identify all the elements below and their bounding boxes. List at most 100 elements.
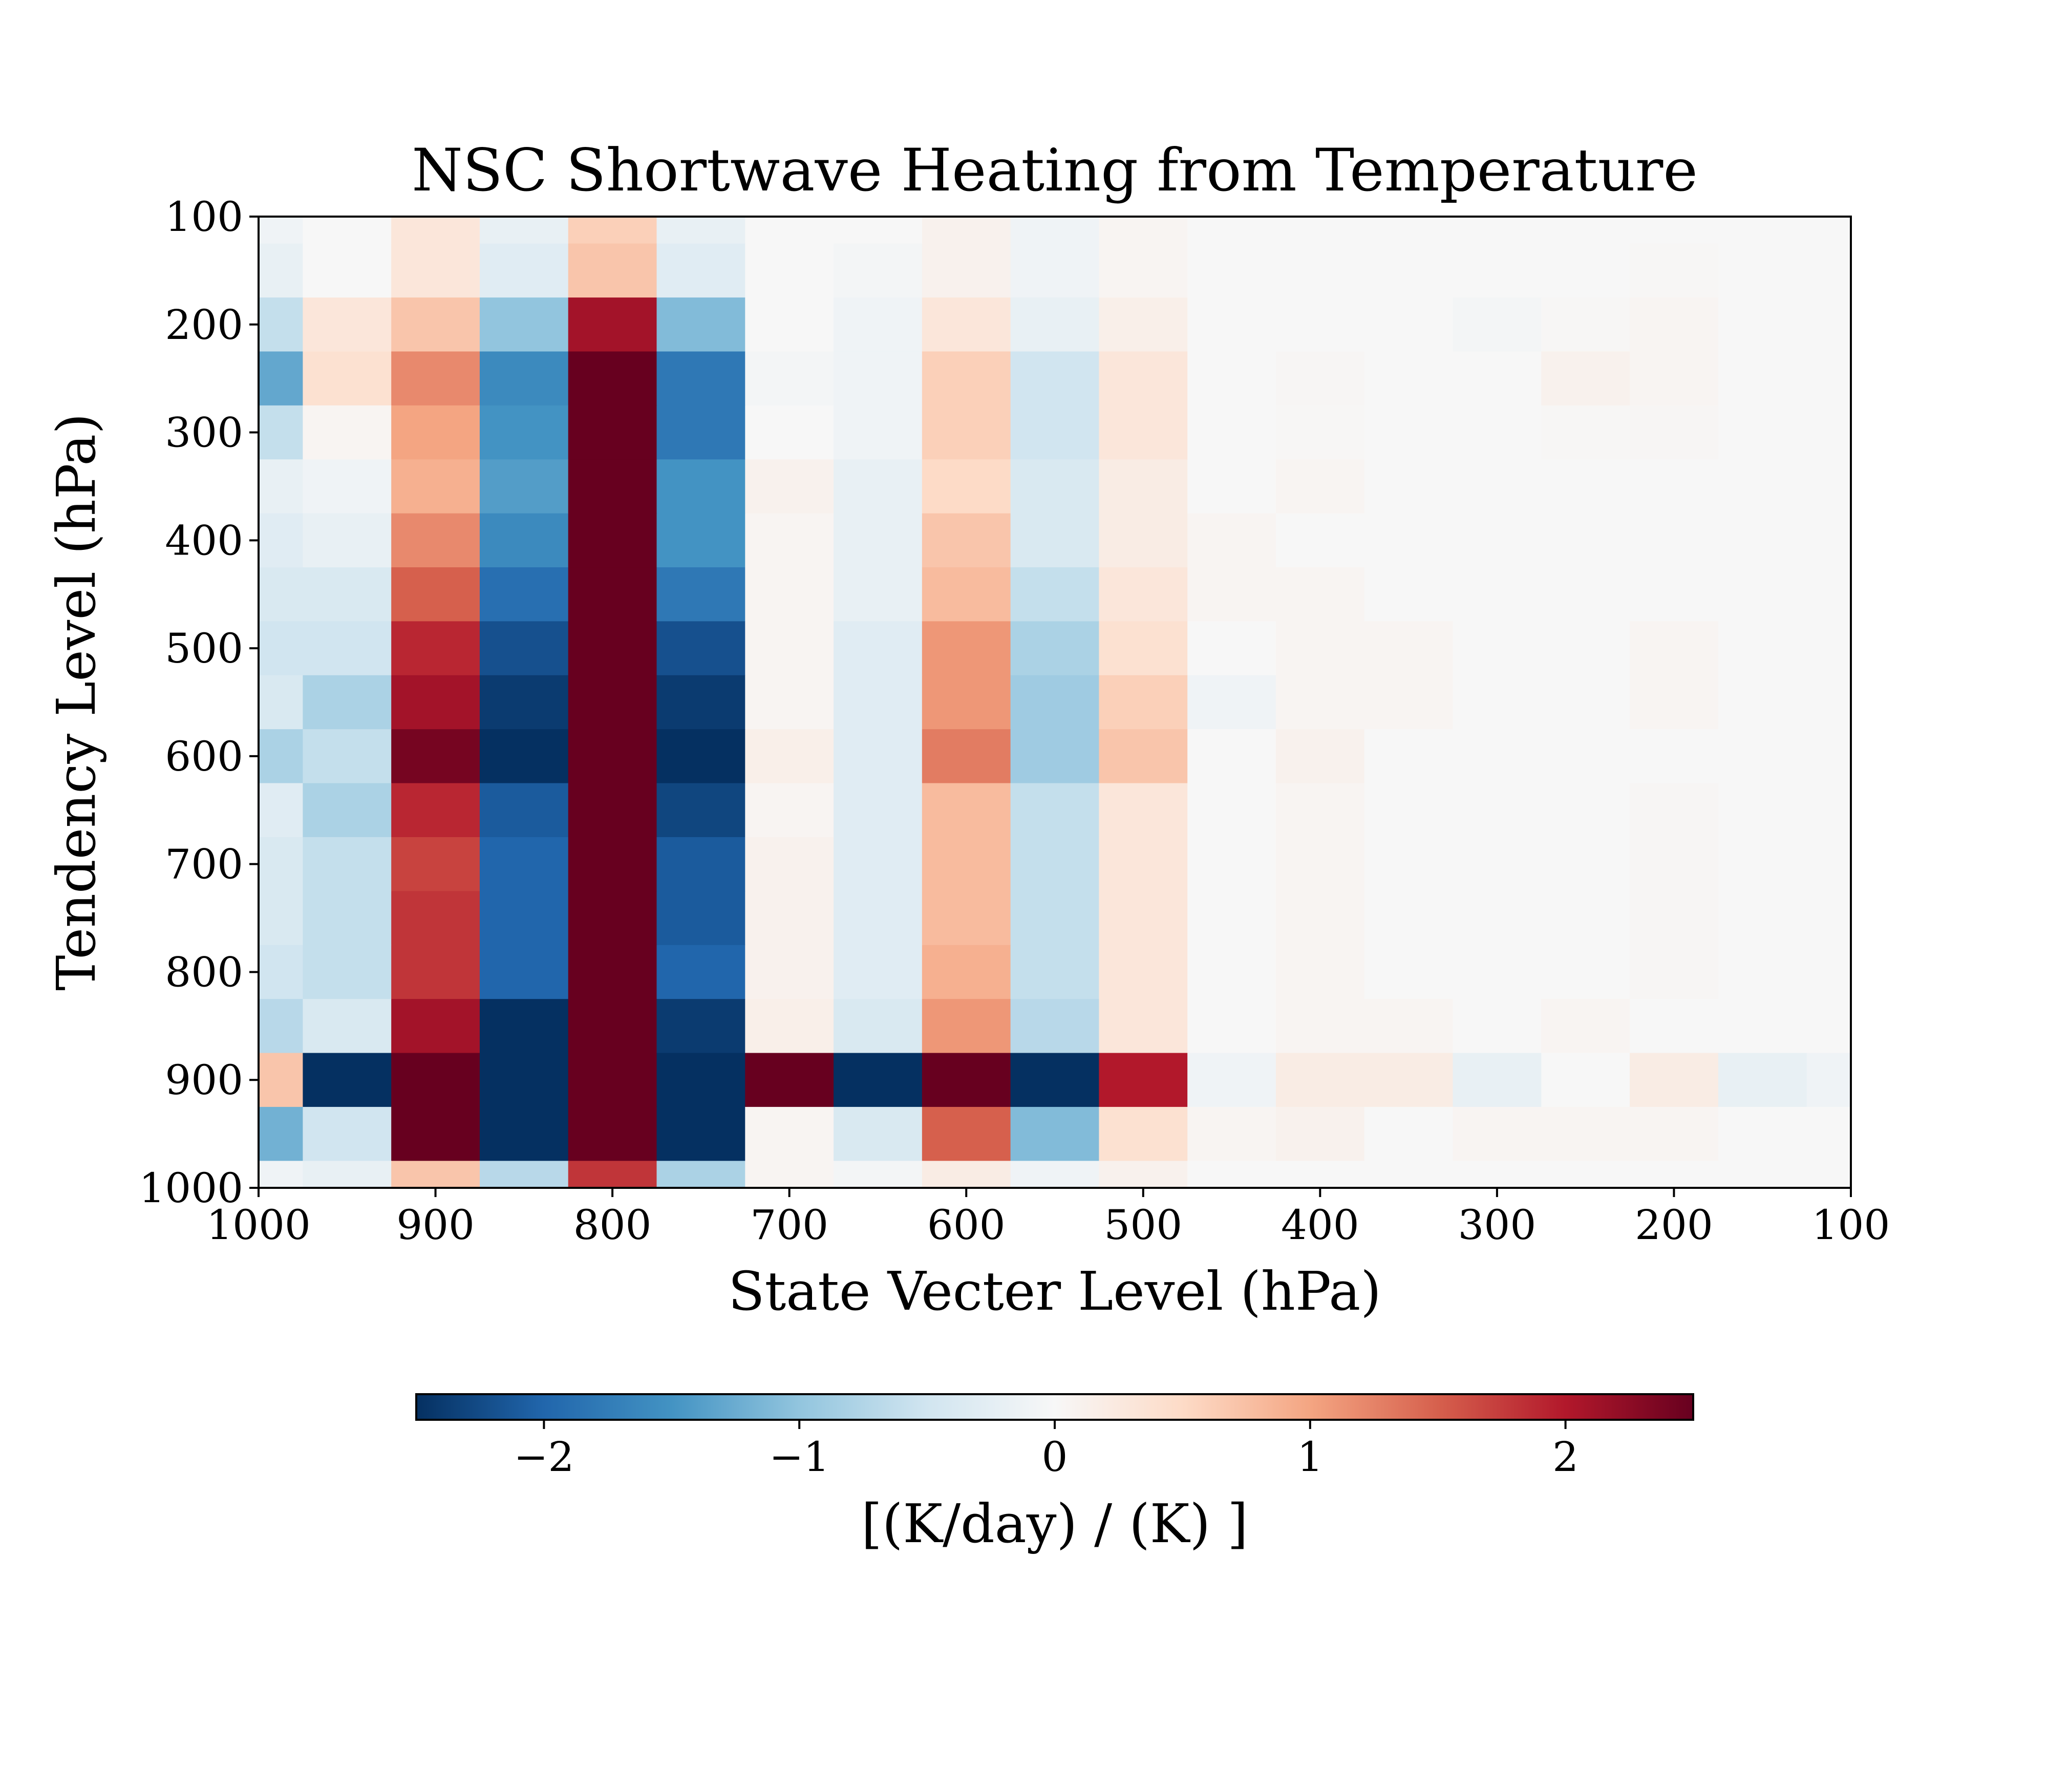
heatmap-cell [834,945,923,999]
heatmap-cell [1453,729,1542,784]
heatmap-cell [1099,675,1188,730]
heatmap-cell [1453,243,1542,298]
heatmap-cell [1630,621,1719,676]
heatmap-cell [1453,513,1542,568]
y-tick-label: 200 [165,301,243,349]
heatmap-cell [656,837,746,892]
heatmap-cell [1187,513,1276,568]
heatmap-cell [479,837,569,892]
heatmap-cell [1630,837,1719,892]
heatmap-cell [1453,891,1542,946]
heatmap-cell [834,1161,923,1188]
heatmap-cell [259,567,304,622]
heatmap-cell [303,243,392,298]
heatmap-cell [922,1106,1011,1162]
heatmap-cell [259,513,304,568]
heatmap-cell [745,1161,834,1188]
heatmap-cell [1718,513,1807,568]
heatmap-cell [1364,217,1454,244]
heatmap-cell [479,297,569,352]
heatmap-cell [259,675,304,730]
heatmap-cell [1187,405,1276,460]
heatmap-cell [1806,297,1851,352]
heatmap-cell [1275,621,1365,676]
heatmap-cell [1364,1161,1454,1188]
heatmap-cell [1187,675,1276,730]
heatmap-cell [568,405,657,460]
chart-title: NSC Shortwave Heating from Temperature [412,136,1698,204]
heatmap-cell [1453,459,1542,514]
heatmap-cell [834,243,923,298]
heatmap-cell [1806,217,1851,244]
heatmap-cell [834,621,923,676]
heatmap-cell [303,945,392,999]
heatmap-cell [745,783,834,838]
heatmap-cell [391,1106,480,1162]
heatmap-cell [1630,675,1719,730]
plot-frame [258,216,1852,1189]
heatmap-cell [922,729,1011,784]
heatmap-cell [922,837,1011,892]
heatmap-cell [1099,351,1188,406]
heatmap-cell [1187,1053,1276,1107]
heatmap-cell [391,567,480,622]
heatmap-cell [568,243,657,298]
heatmap-cell [391,405,480,460]
heatmap-cell [1099,243,1188,298]
heatmap-cell [259,729,304,784]
heatmap-cell [1010,945,1100,999]
heatmap-cell [922,1161,1011,1188]
heatmap-cell [745,837,834,892]
heatmap-cell [1099,621,1188,676]
heatmap-cell [922,459,1011,514]
heatmap-cell [656,621,746,676]
heatmap-cell [1364,459,1454,514]
heatmap-cell [1099,783,1188,838]
heatmap-cell [1275,405,1365,460]
heatmap-cell [259,243,304,298]
heatmap-cell [745,675,834,730]
heatmap-cell [1630,1106,1719,1162]
heatmap-cell [922,405,1011,460]
heatmap-cell [1364,837,1454,892]
x-tick-label: 100 [1812,1201,1890,1249]
heatmap-cell [1541,783,1630,838]
heatmap-cell [1541,621,1630,676]
heatmap-cell [834,891,923,946]
heatmap-cell [1630,783,1719,838]
heatmap-cell [1364,999,1454,1054]
heatmap-cell [259,945,304,999]
heatmap-cell [834,297,923,352]
heatmap-cell [1187,837,1276,892]
heatmap-cell [922,1053,1011,1107]
heatmap-cell [1718,243,1807,298]
heatmap-cell [1099,1106,1188,1162]
heatmap-cell [1718,999,1807,1054]
heatmap-cell [1718,1106,1807,1162]
heatmap-cell [656,459,746,514]
heatmap-cell [1099,729,1188,784]
heatmap-cell [745,351,834,406]
heatmap-cell [1453,217,1542,244]
heatmap-cell [479,1161,569,1188]
heatmap-cell [1806,567,1851,622]
colorbar-tick-label: 1 [1297,1433,1323,1481]
heatmap-cell [1718,945,1807,999]
heatmap-cell [1541,675,1630,730]
heatmap-cell [922,999,1011,1054]
heatmap-cell [1453,567,1542,622]
heatmap-cell [1275,1053,1365,1107]
heatmap-cell [568,891,657,946]
heatmap-cell [745,999,834,1054]
heatmap-cell [568,1161,657,1188]
heatmap-cell [1364,243,1454,298]
heatmap-cell [1187,1161,1276,1188]
heatmap-cell [1541,513,1630,568]
heatmap-cell [1099,1053,1188,1107]
heatmap-cell [745,567,834,622]
heatmap-cell [259,891,304,946]
heatmap-cell [1364,783,1454,838]
heatmap-cell [656,999,746,1054]
heatmap-cell [1010,217,1100,244]
heatmap-cell [1630,459,1719,514]
